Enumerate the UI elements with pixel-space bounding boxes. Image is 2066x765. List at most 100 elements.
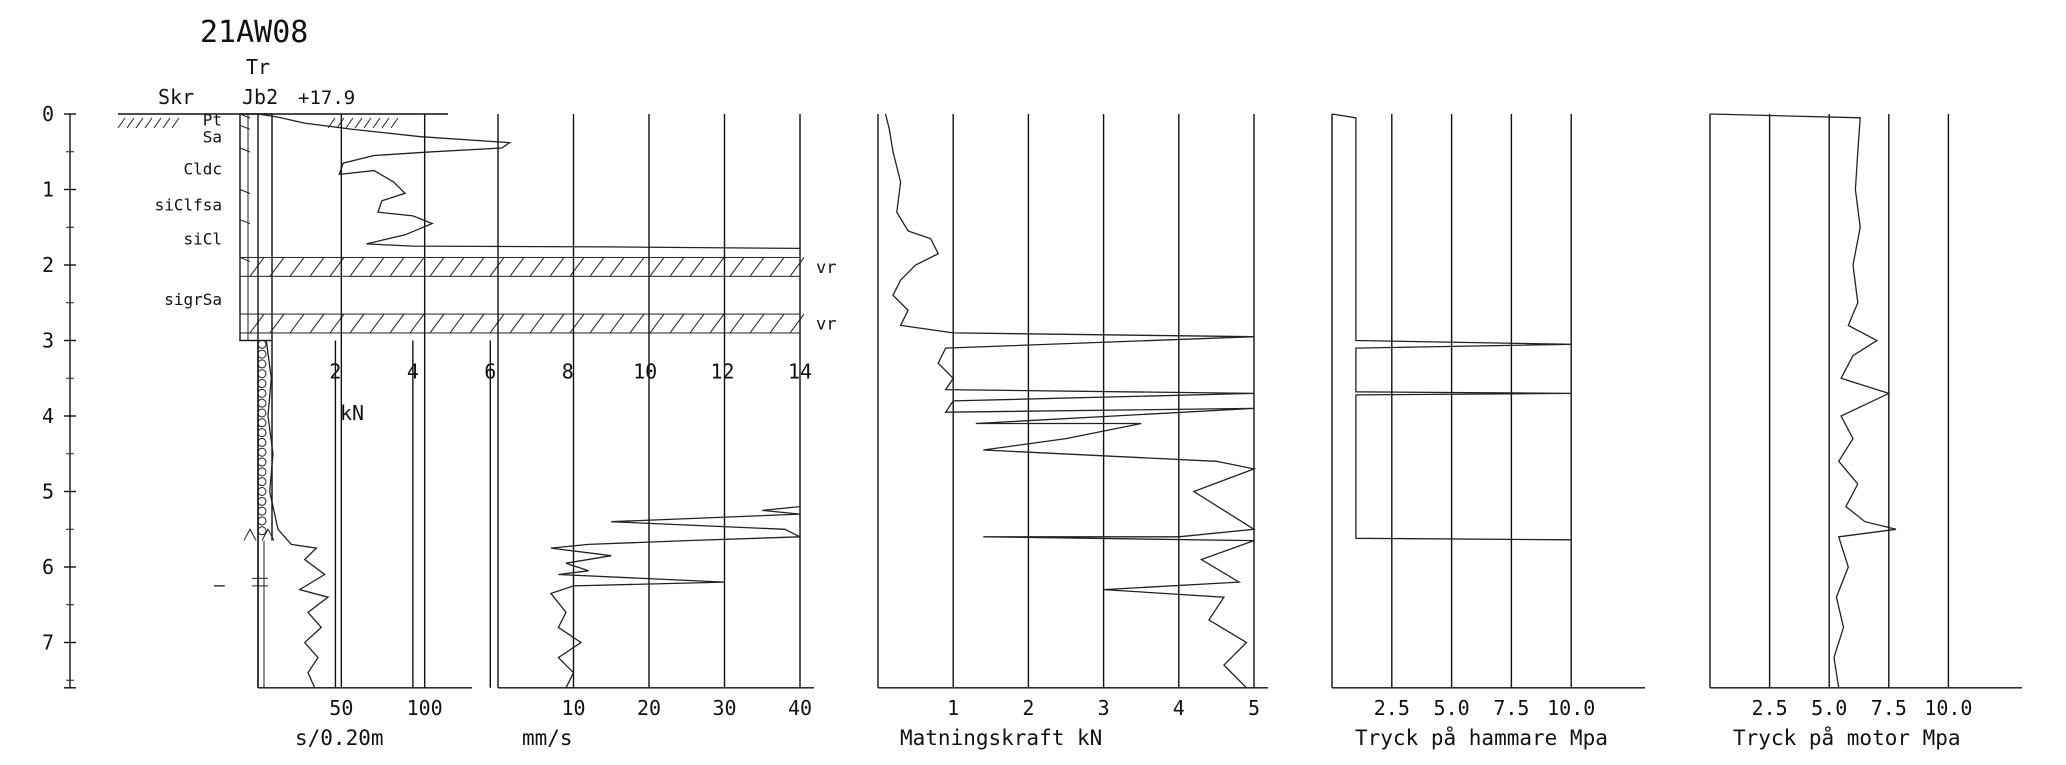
panel-motor-pressure: 2.5 5.0 7.5 10.0 Tryck på motor Mpa xyxy=(1709,113,2022,750)
band-hatch xyxy=(769,257,785,277)
x-tick-label: 20 xyxy=(637,696,661,720)
layer-label: Cldc xyxy=(183,160,222,179)
sounding-circle xyxy=(257,437,267,447)
band-hatch xyxy=(649,313,665,334)
band-hatch xyxy=(429,313,445,334)
x-tick-label: 7.5 xyxy=(1493,696,1529,720)
band-hatch xyxy=(789,313,805,334)
x-tick-label: 10.0 xyxy=(1924,696,1972,720)
x-tick-label: 8 xyxy=(562,360,574,384)
layer-label: sigrSa xyxy=(164,290,222,309)
x-tick-label: 5.0 xyxy=(1811,696,1847,720)
column-jb-label: Jb2 xyxy=(242,85,278,109)
sounding-circle xyxy=(257,379,267,389)
series-line-feed-force xyxy=(884,113,1257,689)
depth-tick-label: 6 xyxy=(42,555,54,579)
sounding-circle xyxy=(257,388,267,398)
surface-hatch xyxy=(363,117,372,129)
panel-hammer-pressure: 2.5 5.0 7.5 10.0 Tryck på hammare Mpa xyxy=(1331,113,1645,750)
borehole-id: 21AW08 xyxy=(200,15,308,50)
sounding-circle xyxy=(257,487,267,496)
band-hatch xyxy=(449,313,465,334)
band-hatch xyxy=(729,313,745,334)
x-tick-label: 10.0 xyxy=(1547,696,1595,720)
elevation-label: +17.9 xyxy=(298,87,355,109)
x-tick-label: 2 xyxy=(1022,696,1034,720)
hatched-band xyxy=(239,313,801,334)
sounding-circle xyxy=(257,428,267,438)
layer-label: Pt xyxy=(203,111,222,130)
surface-hatch xyxy=(117,117,126,129)
x-tick-label: 5.0 xyxy=(1434,696,1470,720)
band-hatch xyxy=(569,313,585,334)
x-tick-label: 2 xyxy=(329,360,341,384)
band-hatch xyxy=(369,313,385,334)
hatched-band xyxy=(239,256,801,277)
band-hatch xyxy=(629,313,645,334)
x-tick-label: 6 xyxy=(484,360,496,384)
layer-label: siClfsa xyxy=(155,196,222,215)
band-hatch xyxy=(429,257,445,277)
x-tick-label: 2.5 xyxy=(1752,696,1788,720)
series-line-motor-pressure xyxy=(1709,113,1897,688)
surface-hatch xyxy=(162,117,171,129)
sounding-circle xyxy=(257,496,267,506)
sounding-circle xyxy=(257,349,267,359)
band-hatch xyxy=(509,313,525,334)
surface-hatch xyxy=(381,117,390,129)
depth-tick-label: 5 xyxy=(42,480,54,504)
band-hatch xyxy=(549,257,565,277)
sounding-circle xyxy=(257,516,267,526)
x-axis-label: kN xyxy=(340,401,364,425)
sounding-circle xyxy=(257,447,267,457)
panel-feed-force: 1 2 3 4 5 Matningskraft kN xyxy=(877,113,1268,750)
band-hatch xyxy=(269,313,285,334)
sounding-circle xyxy=(257,418,267,428)
sounding-circle xyxy=(257,339,267,349)
band-hatch xyxy=(269,257,285,277)
band-hatch xyxy=(689,257,705,277)
panel-rate: 10 20 30 40 mm/s xyxy=(497,114,814,750)
x-tick-label: 4 xyxy=(407,360,419,384)
x-tick-label: 2.5 xyxy=(1374,696,1410,720)
depth-tick-label: 2 xyxy=(42,253,54,277)
depth-tick-label: 3 xyxy=(42,329,54,353)
x-axis-label: s/0.20m xyxy=(295,726,384,750)
band-hatch xyxy=(509,257,525,277)
stop-arrows xyxy=(243,528,275,541)
band-hatch xyxy=(589,257,605,277)
surface-hatch xyxy=(171,117,180,129)
band-hatch xyxy=(409,257,425,277)
surface-hatch xyxy=(144,117,153,129)
band-label: vr xyxy=(816,258,836,278)
band-hatch xyxy=(489,313,505,334)
layer-label: siCl xyxy=(183,230,222,249)
series-line-penetration-time xyxy=(265,340,330,689)
method-label: Tr xyxy=(246,55,270,79)
x-axis-label: Matningskraft kN xyxy=(900,726,1102,750)
depth-tick-label: 4 xyxy=(42,404,54,428)
sounding-circle xyxy=(257,467,267,477)
x-tick-label: 5 xyxy=(1248,696,1260,720)
x-tick-label: 100 xyxy=(407,696,443,720)
band-hatch xyxy=(449,257,465,277)
borehole-casing xyxy=(239,113,273,342)
layer-boundary xyxy=(239,113,251,119)
x-tick-label: 4 xyxy=(1173,696,1185,720)
surface-hatch xyxy=(153,117,162,129)
band-hatch xyxy=(769,313,785,334)
sounding-circle xyxy=(257,457,267,467)
surface-hatch xyxy=(372,117,381,129)
x-tick-label: 10 xyxy=(633,360,657,384)
band-hatch xyxy=(549,313,565,334)
band-hatch xyxy=(389,313,405,334)
layer-boundary xyxy=(239,189,251,194)
band-hatch xyxy=(309,257,325,277)
band-hatch xyxy=(249,313,265,334)
surface-hatch xyxy=(345,117,354,129)
layer-boundary xyxy=(239,124,251,130)
x-tick-label: 40 xyxy=(788,696,812,720)
band-hatch xyxy=(669,313,685,334)
